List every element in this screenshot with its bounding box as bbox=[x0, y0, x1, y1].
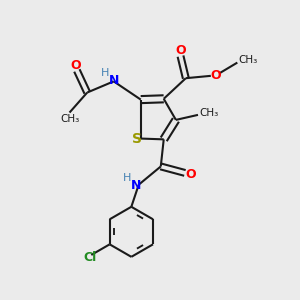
Text: Cl: Cl bbox=[83, 250, 97, 264]
Text: CH₃: CH₃ bbox=[60, 114, 79, 124]
Text: N: N bbox=[109, 74, 119, 87]
Text: O: O bbox=[175, 44, 186, 57]
Text: O: O bbox=[210, 69, 220, 82]
Text: CH₃: CH₃ bbox=[200, 108, 219, 118]
Text: S: S bbox=[132, 132, 142, 146]
Text: N: N bbox=[131, 179, 142, 192]
Text: CH₃: CH₃ bbox=[238, 55, 257, 64]
Text: H: H bbox=[101, 68, 110, 78]
Text: H: H bbox=[123, 173, 132, 183]
Text: O: O bbox=[185, 168, 196, 181]
Text: O: O bbox=[70, 59, 81, 72]
